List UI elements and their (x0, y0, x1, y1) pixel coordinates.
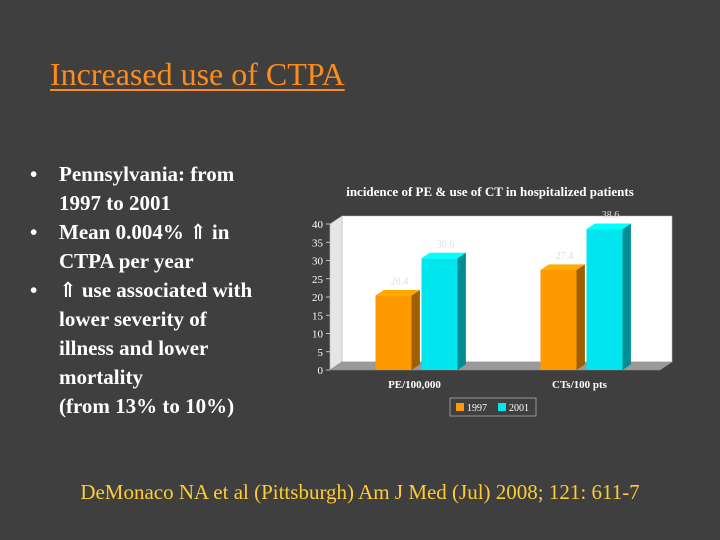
y-tick-label: 10 (312, 329, 324, 341)
y-tick-label: 35 (312, 237, 324, 249)
chart-svg: incidence of PE & use of CT in hospitali… (312, 184, 673, 417)
bar-side (457, 252, 466, 370)
legend-swatch (498, 403, 506, 411)
data-label: 30.6 (437, 239, 455, 250)
chart-title: incidence of PE & use of CT in hospitali… (346, 184, 634, 199)
y-tick-label: 30 (312, 256, 324, 268)
y-tick-label: 20 (312, 292, 324, 304)
bullet-marker: • (30, 220, 38, 244)
bar-top (586, 223, 631, 230)
bullet-text: Mean 0.004% ⇑ in CTPA per year (59, 220, 230, 273)
y-tick-label: 40 (312, 219, 324, 231)
bar (540, 269, 577, 370)
bullet-text: ⇑ use associated with lower severity of … (59, 278, 253, 418)
bar (421, 258, 458, 370)
legend-box (449, 397, 537, 417)
chart-side-wall (329, 215, 343, 371)
y-tick-label: 5 (318, 347, 324, 359)
data-label: 20.4 (391, 277, 409, 288)
bar-side (576, 264, 585, 370)
x-category-label: PE/100,000 (388, 379, 441, 391)
bullet-marker: • (30, 162, 38, 186)
bar-top (540, 264, 585, 270)
bar-side (411, 289, 420, 370)
bar-top (421, 252, 466, 259)
legend-label: 2001 (509, 403, 529, 414)
bullet-list: • Pennsylvania: from 1997 to 2001 • Mean… (30, 160, 290, 421)
bullet-item: • ⇑ use associated with lower severity o… (30, 276, 290, 421)
x-category-label: CTs/100 pts (552, 379, 608, 391)
bar-top (375, 289, 420, 296)
y-tick-label: 25 (312, 274, 324, 286)
bullet-item: • Pennsylvania: from 1997 to 2001 (30, 160, 290, 218)
bullet-item: • Mean 0.004% ⇑ in CTPA per year (30, 218, 290, 276)
bar-chart: incidence of PE & use of CT in hospitali… (290, 176, 690, 426)
y-tick-label: 15 (312, 310, 324, 322)
bar (375, 295, 412, 370)
data-label: 27.4 (556, 251, 574, 262)
y-tick-label: 0 (318, 365, 324, 377)
bar-side (622, 223, 631, 370)
legend-label: 1997 (467, 403, 487, 414)
bullet-text: Pennsylvania: from 1997 to 2001 (59, 162, 235, 215)
legend-swatch (456, 403, 464, 411)
citation: DeMonaco NA et al (Pittsburgh) Am J Med … (80, 480, 640, 504)
slide-title: Increased use of CTPA (50, 56, 345, 92)
data-label: 38.6 (602, 210, 620, 221)
bar (586, 229, 623, 370)
bullet-marker: • (30, 278, 38, 302)
